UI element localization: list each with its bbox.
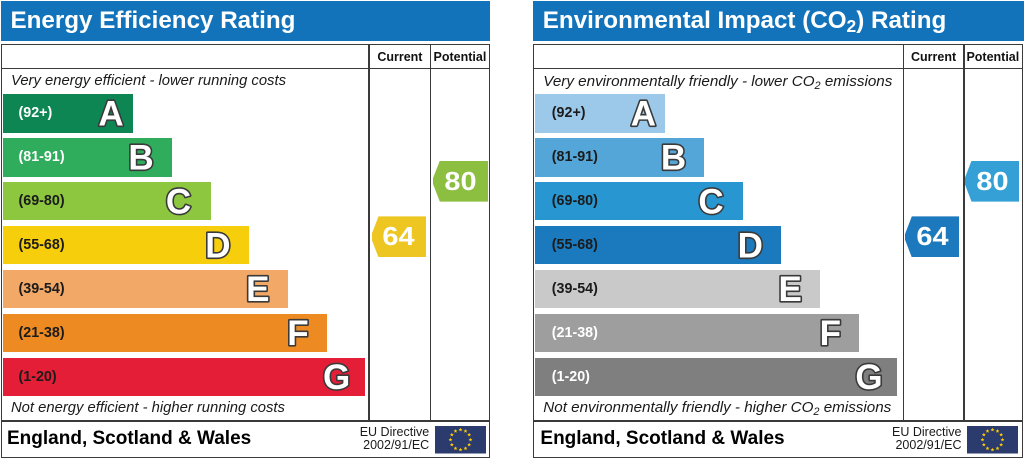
svg-text:F: F	[820, 314, 841, 353]
svg-text:F: F	[287, 314, 308, 353]
svg-text:C: C	[698, 182, 723, 221]
svg-text:G: G	[323, 358, 350, 397]
svg-text:D: D	[738, 226, 763, 265]
svg-text:D: D	[205, 226, 230, 265]
svg-text:E: E	[246, 270, 269, 309]
svg-text:B: B	[661, 139, 686, 178]
svg-text:B: B	[128, 139, 153, 178]
svg-text:A: A	[98, 95, 123, 134]
svg-text:G: G	[855, 358, 882, 397]
svg-text:E: E	[779, 270, 802, 309]
svg-text:C: C	[166, 182, 191, 221]
svg-text:A: A	[631, 95, 656, 134]
